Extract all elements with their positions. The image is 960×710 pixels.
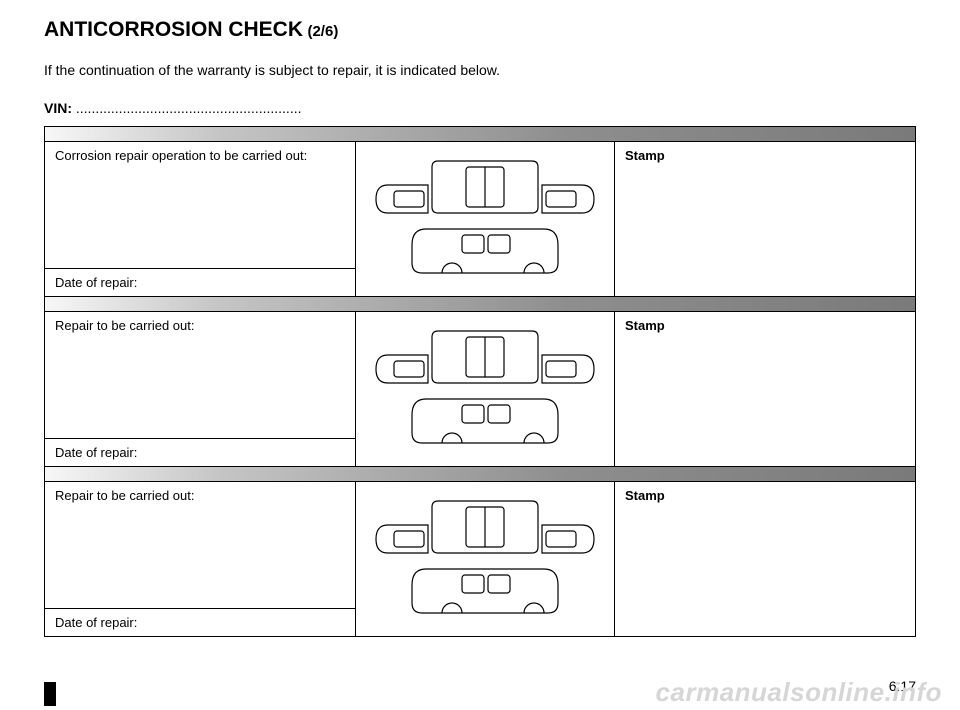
stamp-label: Stamp	[615, 482, 915, 636]
col-diagram	[355, 142, 615, 296]
header-bar	[45, 127, 915, 142]
date-label: Date of repair:	[45, 608, 355, 636]
repair-block: Repair to be carried out: Date of repair…	[45, 312, 915, 466]
intro-text: If the continuation of the warranty is s…	[44, 62, 916, 78]
page: ANTICORROSION CHECK (2/6) If the continu…	[0, 0, 960, 710]
repair-block: Repair to be carried out: Date of repair…	[45, 482, 915, 636]
repair-table: Corrosion repair operation to be carried…	[44, 126, 916, 637]
vin-dots: ........................................…	[72, 100, 302, 116]
title-main: ANTICORROSION CHECK	[44, 18, 303, 41]
col-diagram	[355, 482, 615, 636]
section-tab-icon	[44, 682, 56, 706]
vin-line: VIN: ...................................…	[44, 100, 916, 116]
col-left: Repair to be carried out: Date of repair…	[45, 482, 355, 636]
date-label: Date of repair:	[45, 268, 355, 296]
col-left: Repair to be carried out: Date of repair…	[45, 312, 355, 466]
vehicle-diagram-icon	[370, 325, 600, 453]
operation-label: Corrosion repair operation to be carried…	[45, 142, 355, 268]
date-label: Date of repair:	[45, 438, 355, 466]
header-bar	[45, 296, 915, 312]
operation-label: Repair to be carried out:	[45, 482, 355, 608]
watermark-text: carmanualsonline.info	[656, 677, 942, 708]
repair-block: Corrosion repair operation to be carried…	[45, 142, 915, 296]
stamp-label: Stamp	[615, 142, 915, 296]
vehicle-diagram-icon	[370, 495, 600, 623]
col-diagram	[355, 312, 615, 466]
vin-label: VIN:	[44, 100, 72, 116]
stamp-label: Stamp	[615, 312, 915, 466]
page-title: ANTICORROSION CHECK (2/6)	[44, 18, 916, 42]
col-left: Corrosion repair operation to be carried…	[45, 142, 355, 296]
header-bar	[45, 466, 915, 482]
title-part: (2/6)	[307, 23, 338, 40]
vehicle-diagram-icon	[370, 155, 600, 283]
operation-label: Repair to be carried out:	[45, 312, 355, 438]
